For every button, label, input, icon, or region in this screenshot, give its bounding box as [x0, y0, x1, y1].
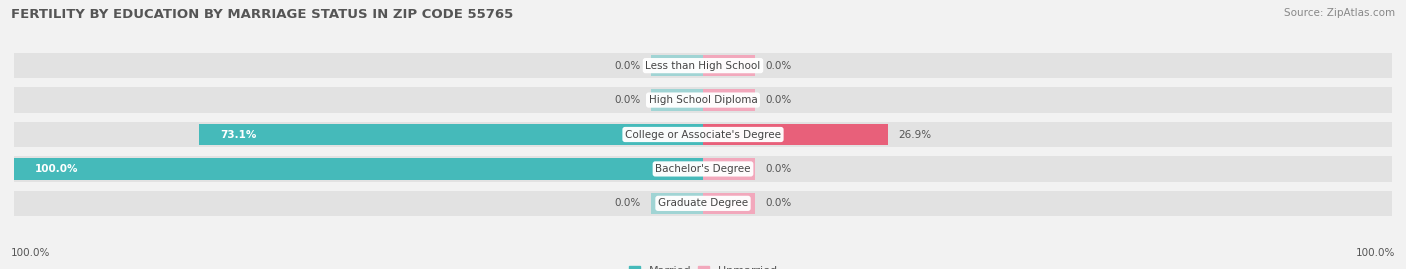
Bar — [200, 124, 703, 145]
Text: Bachelor's Degree: Bachelor's Degree — [655, 164, 751, 174]
Text: 100.0%: 100.0% — [11, 248, 51, 258]
Bar — [703, 89, 755, 111]
Bar — [651, 89, 703, 111]
Text: 0.0%: 0.0% — [765, 61, 792, 71]
Bar — [703, 158, 755, 180]
Bar — [651, 193, 703, 214]
Bar — [14, 158, 703, 180]
Legend: Married, Unmarried: Married, Unmarried — [624, 261, 782, 269]
Text: 100.0%: 100.0% — [1355, 248, 1395, 258]
Text: 100.0%: 100.0% — [35, 164, 79, 174]
Text: 0.0%: 0.0% — [614, 95, 641, 105]
Bar — [651, 55, 703, 76]
Bar — [14, 53, 1392, 78]
Bar — [14, 87, 1392, 113]
Bar — [14, 191, 1392, 216]
Bar — [14, 122, 1392, 147]
Bar — [703, 124, 889, 145]
Bar — [703, 193, 755, 214]
Text: FERTILITY BY EDUCATION BY MARRIAGE STATUS IN ZIP CODE 55765: FERTILITY BY EDUCATION BY MARRIAGE STATU… — [11, 8, 513, 21]
Text: High School Diploma: High School Diploma — [648, 95, 758, 105]
Text: Source: ZipAtlas.com: Source: ZipAtlas.com — [1284, 8, 1395, 18]
Bar — [703, 55, 755, 76]
Text: 0.0%: 0.0% — [614, 198, 641, 208]
Text: College or Associate's Degree: College or Associate's Degree — [626, 129, 780, 140]
Text: 73.1%: 73.1% — [221, 129, 256, 140]
Text: Graduate Degree: Graduate Degree — [658, 198, 748, 208]
Text: 0.0%: 0.0% — [765, 95, 792, 105]
Text: 0.0%: 0.0% — [765, 198, 792, 208]
Bar — [14, 156, 1392, 182]
Text: 0.0%: 0.0% — [765, 164, 792, 174]
Text: 26.9%: 26.9% — [898, 129, 932, 140]
Text: 0.0%: 0.0% — [614, 61, 641, 71]
Text: Less than High School: Less than High School — [645, 61, 761, 71]
